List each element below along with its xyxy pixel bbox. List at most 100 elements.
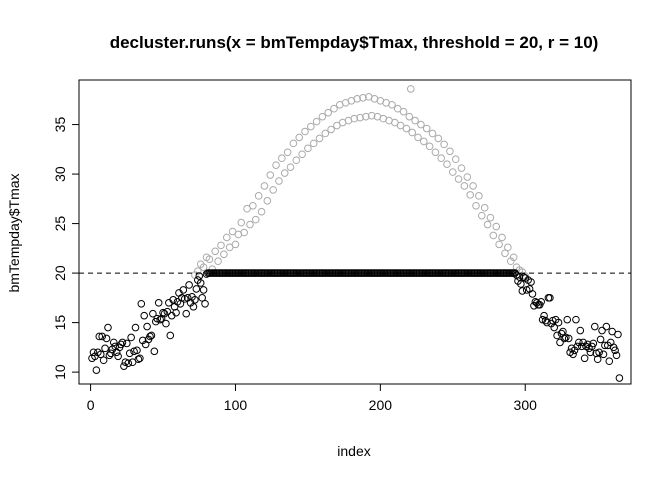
data-point bbox=[350, 114, 359, 123]
data-point bbox=[127, 333, 135, 342]
data-point bbox=[333, 121, 341, 130]
data-point bbox=[162, 319, 170, 328]
data-point bbox=[154, 299, 163, 307]
y-axis-label: bmTempday$Tmax bbox=[6, 173, 22, 292]
data-point bbox=[214, 257, 222, 266]
data-point bbox=[483, 220, 492, 229]
data-point bbox=[559, 327, 567, 336]
data-point bbox=[463, 173, 472, 181]
data-point bbox=[540, 311, 548, 320]
data-point bbox=[131, 323, 140, 332]
data-point bbox=[391, 118, 399, 127]
data-point bbox=[388, 100, 396, 109]
data-point bbox=[460, 182, 469, 190]
data-point bbox=[583, 340, 592, 349]
data-point bbox=[169, 296, 177, 304]
data-point bbox=[292, 156, 301, 165]
data-point bbox=[602, 322, 611, 331]
data-point bbox=[576, 326, 585, 335]
data-point bbox=[295, 133, 304, 142]
plot-frame bbox=[78, 79, 632, 385]
data-point bbox=[179, 286, 188, 294]
x-axis: 0 100 200 300 bbox=[87, 383, 537, 413]
data-point bbox=[611, 346, 619, 355]
data-point bbox=[104, 323, 112, 332]
data-point bbox=[150, 347, 159, 356]
data-point bbox=[269, 186, 277, 194]
y-tick-label: 30 bbox=[52, 166, 68, 182]
data-point bbox=[472, 201, 480, 210]
data-point bbox=[114, 352, 122, 361]
data-point bbox=[260, 182, 269, 190]
data-point bbox=[553, 331, 561, 340]
data-point bbox=[546, 294, 554, 302]
data-point bbox=[107, 349, 115, 358]
y-tick-label: 35 bbox=[52, 117, 68, 133]
data-point bbox=[211, 247, 219, 256]
data-point bbox=[312, 117, 321, 126]
x-tick-label: 100 bbox=[224, 397, 248, 413]
data-point bbox=[118, 338, 127, 347]
data-point bbox=[198, 294, 206, 302]
data-point bbox=[563, 315, 572, 324]
data-point bbox=[318, 112, 327, 121]
data-point bbox=[590, 322, 599, 331]
data-point bbox=[573, 342, 582, 351]
data-point bbox=[489, 231, 498, 240]
y-axis: 10 15 20 25 30 35 bbox=[52, 117, 80, 380]
data-point bbox=[225, 243, 234, 252]
data-point bbox=[598, 326, 606, 335]
y-tick-label: 10 bbox=[52, 364, 68, 380]
data-point bbox=[109, 338, 118, 347]
data-point bbox=[367, 111, 376, 120]
data-point bbox=[454, 175, 463, 183]
data-point bbox=[205, 255, 214, 264]
data-point bbox=[593, 355, 602, 364]
data-point bbox=[475, 192, 483, 200]
data-point bbox=[228, 227, 237, 236]
data-point bbox=[405, 112, 414, 121]
data-point bbox=[166, 331, 175, 340]
data-point bbox=[528, 290, 537, 298]
data-point bbox=[95, 332, 104, 341]
data-point bbox=[289, 139, 298, 148]
data-point bbox=[307, 122, 315, 131]
data-point bbox=[140, 311, 148, 320]
data-point bbox=[237, 218, 246, 227]
data-point bbox=[564, 334, 573, 343]
data-point bbox=[254, 192, 263, 200]
data-point bbox=[599, 350, 608, 359]
data-point bbox=[556, 338, 564, 347]
data-point bbox=[431, 148, 440, 157]
data-point bbox=[327, 125, 335, 134]
data-point bbox=[353, 95, 361, 103]
data-point bbox=[515, 273, 524, 281]
x-axis-label: index bbox=[337, 443, 370, 459]
data-point bbox=[298, 150, 306, 159]
data-point bbox=[272, 161, 280, 169]
data-point bbox=[99, 356, 108, 365]
data-point bbox=[517, 280, 525, 288]
data-point bbox=[257, 207, 266, 216]
data-point bbox=[133, 346, 141, 355]
data-point bbox=[595, 348, 603, 357]
data-point bbox=[251, 215, 260, 224]
data-point bbox=[222, 233, 231, 242]
data-point bbox=[554, 318, 563, 327]
data-point bbox=[492, 222, 501, 231]
data-point bbox=[301, 127, 309, 136]
data-point bbox=[147, 331, 156, 340]
data-point bbox=[172, 308, 180, 317]
data-point bbox=[125, 349, 134, 358]
data-point bbox=[457, 164, 466, 172]
data-point bbox=[399, 107, 408, 116]
data-point bbox=[608, 327, 616, 336]
y-tick-label: 15 bbox=[52, 315, 68, 331]
data-point bbox=[102, 334, 111, 343]
data-point bbox=[580, 354, 589, 363]
data-point bbox=[437, 154, 446, 163]
data-point bbox=[469, 182, 477, 190]
data-point bbox=[612, 351, 621, 360]
data-point bbox=[182, 309, 191, 318]
data-point bbox=[572, 315, 580, 324]
